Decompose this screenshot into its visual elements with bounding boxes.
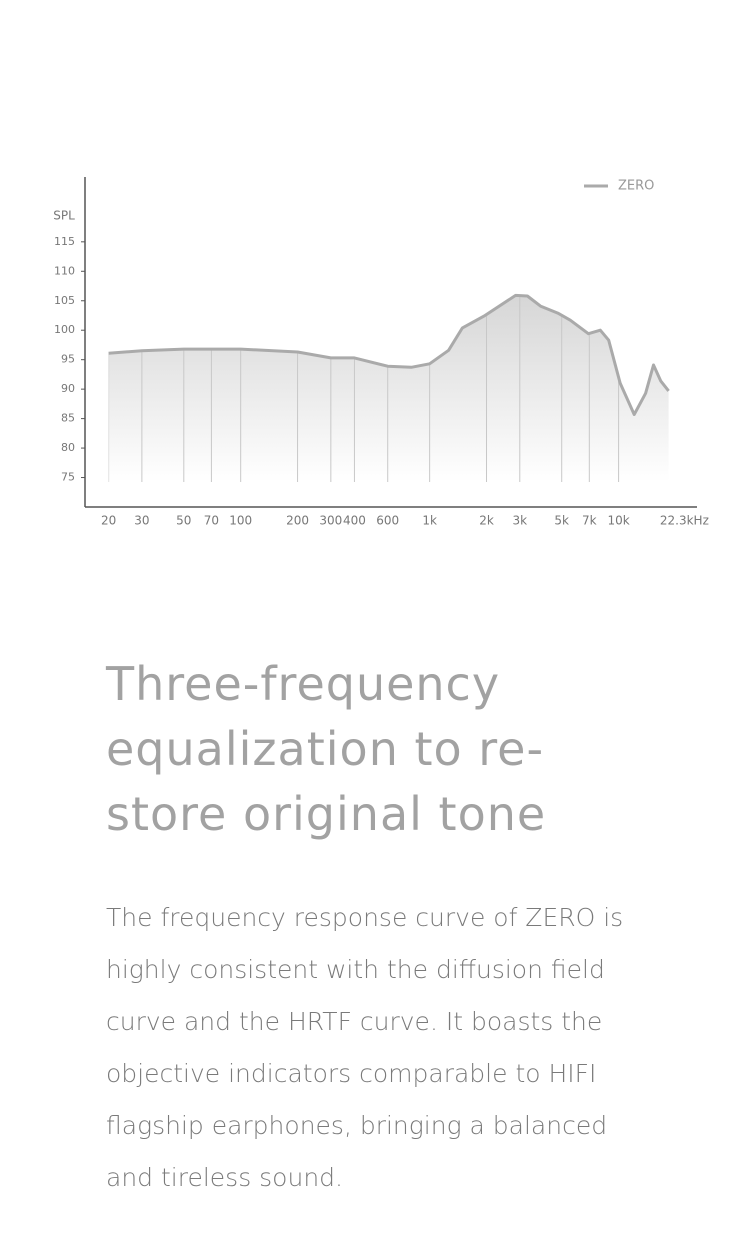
x-tick-label: 50 — [176, 514, 191, 528]
series-line — [108, 293, 670, 416]
legend-label: ZERO — [618, 179, 654, 194]
y-axis-label: SPL — [53, 209, 75, 223]
body-line: objective indicators comparable to HIFI — [106, 1059, 597, 1088]
x-tick-label: 10k — [607, 514, 629, 528]
x-tick-label: 400 — [343, 514, 366, 528]
heading-line: store original tone — [106, 787, 547, 841]
y-tick-label: 115 — [54, 235, 75, 248]
y-tick-label: 110 — [54, 264, 75, 277]
y-tick-label: 90 — [61, 382, 75, 395]
x-tick-label: 600 — [376, 514, 399, 528]
x-tick-label: 20 — [101, 514, 116, 528]
area-fill — [108, 295, 669, 482]
x-tick-label: 22.3kHz — [660, 514, 709, 528]
x-tick-label: 70 — [204, 514, 219, 528]
y-tick-label: 85 — [61, 412, 75, 425]
body-line: flagship earphones, bringing a balanced — [106, 1111, 608, 1140]
x-tick-label: 1k — [422, 514, 437, 528]
x-tick-label: 100 — [229, 514, 252, 528]
body-line: curve and the HRTF curve. It boasts the — [106, 1007, 603, 1036]
heading: Three-frequency equalization to re-store … — [106, 652, 546, 847]
chart: SPL 75 80 85 90 95 100 105 110 115 20 30 50 70 100 200… — [53, 177, 709, 528]
x-tick-label: 5k — [554, 514, 569, 528]
y-tick-label: 80 — [61, 441, 75, 454]
heading-line: Three-frequency — [106, 657, 501, 711]
x-tick-label: 2k — [479, 514, 494, 528]
y-tick-label: 75 — [61, 471, 75, 484]
x-tick-label: 300 — [319, 514, 342, 528]
body-line: and tireless sound. — [106, 1163, 343, 1192]
body-line: The frequency response curve of ZERO is — [106, 903, 624, 932]
x-tick-label: 7k — [582, 514, 597, 528]
y-tick-label: 105 — [54, 294, 75, 307]
x-tick-label: 3k — [512, 514, 527, 528]
y-tick-label: 100 — [54, 323, 75, 336]
body-text: The frequency response curve of ZERO is h… — [106, 892, 623, 1204]
y-tick-label: 95 — [61, 353, 75, 366]
body-line: highly consistent with the diffusion fie… — [106, 955, 605, 984]
x-tick-label: 30 — [134, 514, 149, 528]
x-tick-label: 200 — [286, 514, 309, 528]
heading-line: equalization to re- — [106, 722, 545, 776]
